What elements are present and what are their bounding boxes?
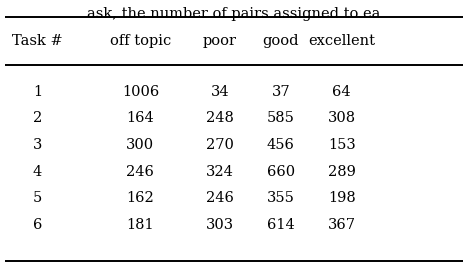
Text: 34: 34 bbox=[211, 85, 229, 99]
Text: 6: 6 bbox=[33, 218, 42, 232]
Text: 614: 614 bbox=[267, 218, 295, 232]
Text: 64: 64 bbox=[332, 85, 351, 99]
Text: 303: 303 bbox=[206, 218, 234, 232]
Text: 308: 308 bbox=[328, 111, 356, 125]
Text: 355: 355 bbox=[267, 191, 295, 205]
Text: off topic: off topic bbox=[110, 34, 171, 48]
Text: 248: 248 bbox=[206, 111, 234, 125]
Text: good: good bbox=[263, 34, 299, 48]
Text: excellent: excellent bbox=[308, 34, 375, 48]
Text: 2: 2 bbox=[33, 111, 42, 125]
Text: 246: 246 bbox=[126, 165, 154, 178]
Text: 300: 300 bbox=[126, 138, 154, 152]
Text: 1: 1 bbox=[33, 85, 42, 99]
Text: 4: 4 bbox=[33, 165, 42, 178]
Text: 1006: 1006 bbox=[122, 85, 159, 99]
Text: 367: 367 bbox=[328, 218, 356, 232]
Text: poor: poor bbox=[203, 34, 237, 48]
Text: 456: 456 bbox=[267, 138, 295, 152]
Text: 246: 246 bbox=[206, 191, 234, 205]
Text: 289: 289 bbox=[328, 165, 356, 178]
Text: 660: 660 bbox=[267, 165, 295, 178]
Text: 181: 181 bbox=[126, 218, 154, 232]
Text: 5: 5 bbox=[33, 191, 42, 205]
Text: Task #: Task # bbox=[12, 34, 63, 48]
Text: 270: 270 bbox=[206, 138, 234, 152]
Text: 585: 585 bbox=[267, 111, 295, 125]
Text: 3: 3 bbox=[33, 138, 42, 152]
Text: 198: 198 bbox=[328, 191, 356, 205]
Text: 162: 162 bbox=[126, 191, 154, 205]
Text: 324: 324 bbox=[206, 165, 234, 178]
Text: 37: 37 bbox=[271, 85, 290, 99]
Text: 164: 164 bbox=[126, 111, 154, 125]
Text: 153: 153 bbox=[328, 138, 356, 152]
Text: ask, the number of pairs assigned to ea: ask, the number of pairs assigned to ea bbox=[88, 7, 380, 21]
